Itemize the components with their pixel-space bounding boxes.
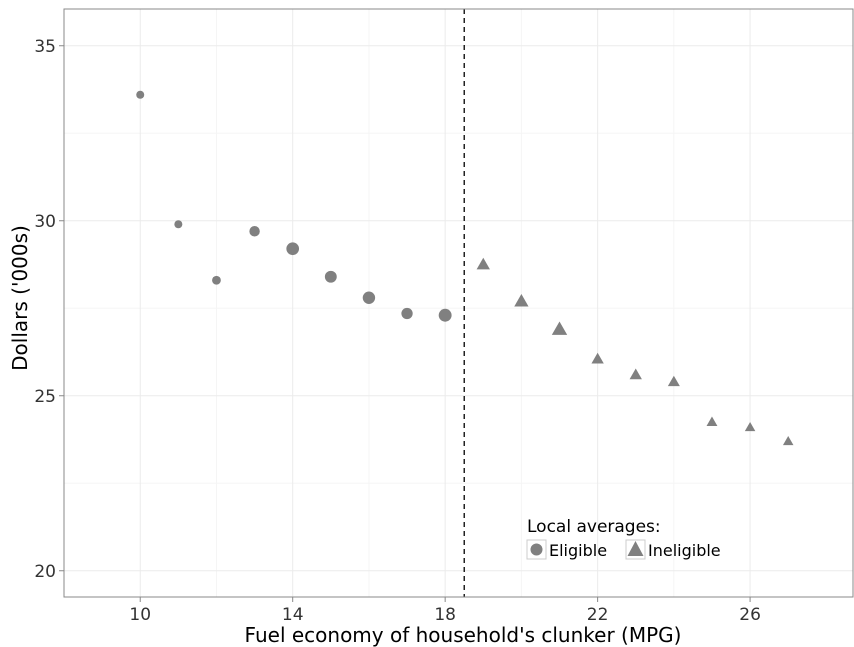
ineligible-point [551,321,568,335]
legend-label-ineligible: Ineligible [648,541,721,560]
eligible-point [212,275,221,285]
y-axis-title: Dollars ('000s) [8,225,32,371]
ineligible-point [476,257,490,270]
legend-title: Local averages: [527,517,661,537]
y-tick-label: 30 [34,212,56,232]
ineligible-point [514,294,529,307]
legend-key-eligible-circle [530,543,543,556]
ineligible-point [744,421,756,432]
ineligible-point [667,375,680,387]
y-tick-label: 35 [34,37,56,57]
ineligible-point [591,352,604,364]
y-tick-label: 20 [34,562,56,582]
legend-label-eligible: Eligible [549,541,607,560]
x-tick-label: 26 [739,605,761,625]
eligible-point [174,220,183,229]
x-tick-label: 18 [434,605,456,625]
eligible-point [286,242,300,256]
y-axis-ticks: 20 25 30 35 [34,37,64,582]
eligible-point [136,90,145,99]
plot-panel-border [63,8,854,598]
ineligible-point [706,416,718,426]
ineligible-point [629,368,642,380]
x-axis-title: Fuel economy of household's clunker (MPG… [245,623,682,647]
legend-key-ineligible-triangle [627,541,644,556]
x-tick-label: 10 [129,605,151,625]
x-tick-label: 14 [282,605,304,625]
gridlines [64,9,853,597]
ineligible-point [782,435,794,446]
x-tick-label: 22 [587,605,609,625]
data-points [136,90,794,446]
y-tick-label: 25 [34,387,56,407]
eligible-point [438,308,452,322]
eligible-point [401,307,413,320]
x-axis-ticks: 10 14 18 22 26 [129,597,761,625]
eligible-point [362,291,376,304]
eligible-point [249,226,260,237]
eligible-point [324,270,337,283]
legend: Local averages: Eligible Ineligible [526,517,721,560]
